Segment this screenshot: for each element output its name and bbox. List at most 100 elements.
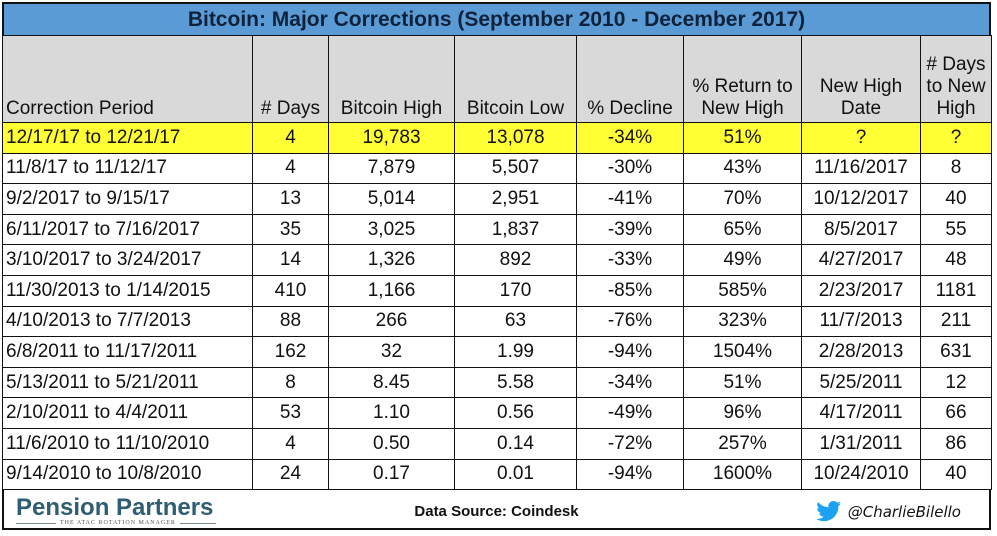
days-to-new-high-cell: 40: [920, 183, 992, 215]
table-row: 9/2/2017 to 9/15/17 13 5,014 2,951 -41% 70% 10…: [2, 183, 992, 215]
days-to-new-high-cell: 631: [920, 336, 992, 368]
period-cell: 4/10/2013 to 7/7/2013: [2, 305, 253, 338]
bitcoin-high-cell: 0.50: [328, 427, 455, 460]
return-cell: 51%: [683, 366, 802, 399]
corrections-table: Correction Period # Days Bitcoin High Bi…: [2, 35, 992, 491]
new-high-date-cell: 5/25/2011: [801, 366, 921, 399]
period-cell: 2/10/2011 to 4/4/2011: [2, 397, 253, 429]
days-cell: 35: [252, 213, 329, 246]
new-high-date-cell: 2/28/2013: [801, 336, 921, 368]
bitcoin-low-cell: 5.58: [454, 366, 577, 399]
footer: Pension Partners THE ATAC ROTATION MANAG…: [2, 493, 991, 530]
new-high-date-cell: 4/27/2017: [801, 244, 921, 276]
new-high-date-cell: 10/24/2010: [801, 458, 921, 491]
period-cell: 6/8/2011 to 11/17/2011: [2, 336, 253, 368]
twitter-bird-icon: [815, 501, 842, 522]
period-cell: 12/17/17 to 12/21/17: [2, 122, 253, 154]
days-cell: 4: [252, 152, 329, 185]
decline-cell: -39%: [576, 213, 684, 246]
days-to-new-high-cell: 48: [920, 244, 992, 276]
bitcoin-high-cell: 0.17: [328, 458, 455, 491]
return-cell: 49%: [683, 244, 802, 276]
period-cell: 11/6/2010 to 11/10/2010: [2, 427, 253, 460]
logo-rule-right: [179, 522, 216, 524]
bitcoin-high-cell: 1,166: [328, 274, 455, 307]
new-high-date-cell: 4/17/2011: [801, 397, 921, 429]
twitter-handle: @CharlieBilello: [847, 502, 961, 521]
days-to-new-high-cell: 55: [920, 213, 992, 246]
days-to-new-high-cell: 1181: [920, 274, 992, 307]
bitcoin-low-cell: 2,951: [454, 183, 577, 215]
header-bitcoin-high: Bitcoin High: [328, 35, 455, 123]
return-cell: 323%: [683, 305, 802, 338]
header-days-to-new-high: # Days to New High: [920, 35, 992, 123]
new-high-date-cell: 11/7/2013: [801, 305, 921, 338]
table-row: 2/10/2011 to 4/4/2011 53 1.10 0.56 -49% 96% 4/…: [2, 397, 992, 429]
decline-cell: -41%: [576, 183, 684, 215]
bitcoin-low-cell: 892: [454, 244, 577, 276]
table-row: 12/17/17 to 12/21/17 4 19,783 13,078 -34% 51%…: [2, 122, 992, 154]
header-bitcoin-low: Bitcoin Low: [454, 35, 577, 123]
header-return-to-new-high: % Return to New High: [683, 35, 802, 123]
days-cell: 88: [252, 305, 329, 338]
period-cell: 3/10/2017 to 3/24/2017: [2, 244, 253, 276]
return-cell: 585%: [683, 274, 802, 307]
bitcoin-high-cell: 7,879: [328, 152, 455, 185]
header-decline: % Decline: [576, 35, 684, 123]
period-cell: 9/14/2010 to 10/8/2010: [2, 458, 253, 491]
decline-cell: -34%: [576, 366, 684, 399]
twitter-credit: @CharlieBilello: [815, 501, 961, 522]
bitcoin-high-cell: 3,025: [328, 213, 455, 246]
table-row: 3/10/2017 to 3/24/2017 14 1,326 892 -33% 49% 4…: [2, 244, 992, 276]
table-title: Bitcoin: Major Corrections (September 20…: [2, 2, 991, 37]
bitcoin-high-cell: 8.45: [328, 366, 455, 399]
return-cell: 65%: [683, 213, 802, 246]
bitcoin-low-cell: 13,078: [454, 122, 577, 154]
days-cell: 4: [252, 427, 329, 460]
new-high-date-cell: 10/12/2017: [801, 183, 921, 215]
data-source: Data Source: Coindesk: [414, 503, 579, 520]
bitcoin-low-cell: 170: [454, 274, 577, 307]
days-cell: 8: [252, 366, 329, 399]
return-cell: 1600%: [683, 458, 802, 491]
decline-cell: -72%: [576, 427, 684, 460]
days-cell: 162: [252, 336, 329, 368]
new-high-date-cell: 2/23/2017: [801, 274, 921, 307]
decline-cell: -94%: [576, 458, 684, 491]
bitcoin-high-cell: 266: [328, 305, 455, 338]
new-high-date-cell: 11/16/2017: [801, 152, 921, 185]
table-row: 4/10/2013 to 7/7/2013 88 266 63 -76% 323% 11/7…: [2, 305, 992, 338]
days-cell: 410: [252, 274, 329, 307]
days-cell: 24: [252, 458, 329, 491]
logo-name: Pension Partners: [16, 494, 214, 521]
bitcoin-low-cell: 63: [454, 305, 577, 338]
days-cell: 13: [252, 183, 329, 215]
table-row: 11/30/2013 to 1/14/2015 410 1,166 170 -85% 58…: [2, 274, 992, 307]
title-text: Bitcoin: Major Corrections (September 20…: [187, 7, 806, 31]
bitcoin-high-cell: 5,014: [328, 183, 455, 215]
period-cell: 9/2/2017 to 9/15/17: [2, 183, 253, 215]
period-cell: 11/8/17 to 11/12/17: [2, 152, 253, 185]
header-correction-period: Correction Period: [2, 35, 253, 123]
decline-cell: -85%: [576, 274, 684, 307]
days-cell: 14: [252, 244, 329, 276]
decline-cell: -30%: [576, 152, 684, 185]
logo-rule-left: [16, 522, 56, 524]
days-to-new-high-cell: 12: [920, 366, 992, 399]
header-new-high-date: New High Date: [801, 35, 921, 123]
return-cell: 70%: [683, 183, 802, 215]
days-cell: 4: [252, 122, 329, 154]
logo-tagline-row: THE ATAC ROTATION MANAGER: [16, 520, 216, 526]
logo-tagline: THE ATAC ROTATION MANAGER: [60, 520, 176, 526]
decline-cell: -49%: [576, 397, 684, 429]
period-cell: 5/13/2011 to 5/21/2011: [2, 366, 253, 399]
pension-partners-logo: Pension Partners THE ATAC ROTATION MANAG…: [16, 494, 216, 526]
days-to-new-high-cell: 8: [920, 152, 992, 185]
days-to-new-high-cell: 66: [920, 397, 992, 429]
bitcoin-high-cell: 32: [328, 336, 455, 368]
days-to-new-high-cell: 40: [920, 458, 992, 491]
bitcoin-low-cell: 5,507: [454, 152, 577, 185]
bitcoin-low-cell: 0.14: [454, 427, 577, 460]
table-row: 6/11/2017 to 7/16/2017 35 3,025 1,837 -39% 65…: [2, 213, 992, 246]
return-cell: 51%: [683, 122, 802, 154]
